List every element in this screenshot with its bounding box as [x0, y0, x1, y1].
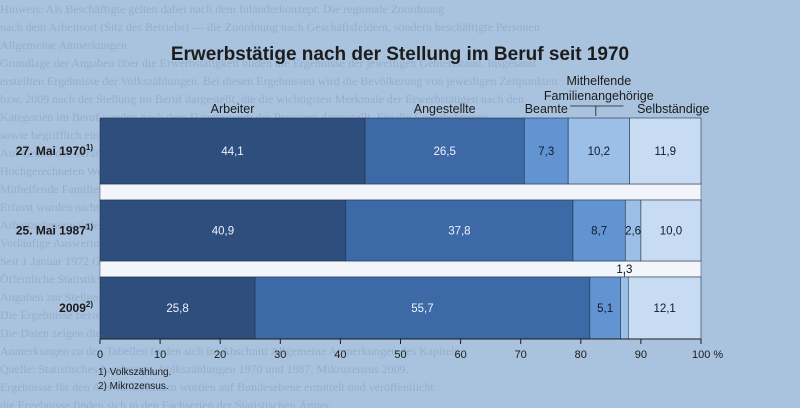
value-label: 10,0: [660, 226, 682, 238]
value-label: 8,7: [591, 226, 607, 238]
value-label: 44,1: [221, 146, 243, 158]
legend-label: Beamte: [525, 102, 568, 116]
value-label: 5,1: [597, 303, 613, 315]
background-text-line: erstellten Ergebnisse der Volkszählungen…: [0, 74, 558, 88]
background-text-line: Ergebnisse für den Auswahlzeitraum wurde…: [0, 380, 437, 394]
bar-segment: [572, 199, 626, 262]
x-tick-label: 50: [394, 349, 406, 361]
value-label: 10,2: [588, 146, 610, 158]
value-label: 1,3: [616, 264, 632, 276]
background-text-line: Quelle: Statistisches Landesamt, Volkszä…: [0, 362, 409, 376]
background-text-line: Hinweis: Als Beschäftigte gelten dabei n…: [0, 2, 445, 16]
value-label: 40,9: [212, 226, 234, 238]
bar-segment: [627, 276, 702, 340]
x-tick-label: 40: [334, 349, 346, 361]
footnote-volkszaehlung: 1) Volkszählung.: [98, 367, 171, 378]
bar-segment: [524, 117, 569, 185]
bar-segment: [629, 117, 702, 185]
row-label: 25. Mai 19871): [16, 223, 94, 238]
value-label: 11,9: [654, 146, 676, 158]
x-tick-label: 100 %: [692, 349, 723, 361]
legend-label: Mithelfende: [567, 74, 632, 88]
background-text-line: die Ergebnisse finden sich in den Fachse…: [0, 398, 332, 408]
value-label: 55,7: [411, 303, 433, 315]
value-label: 26,5: [433, 146, 455, 158]
row-separator: [99, 183, 702, 201]
x-tick-label: 0: [97, 349, 103, 361]
bar-segment: [589, 276, 621, 340]
legend-label: Familienangehörige: [544, 89, 654, 103]
footnote-mikrozensus: 2) Mikrozensus.: [98, 381, 169, 392]
legend-label: Angestellte: [414, 102, 476, 116]
background-text-line: nach dem Arbeitsort (Sitz des Betriebs) …: [0, 20, 540, 34]
x-tick-label: 60: [454, 349, 466, 361]
value-label: 2,6: [625, 226, 641, 238]
row-separator: [99, 260, 702, 278]
legend-label: Selbständige: [637, 102, 709, 116]
x-tick-label: 10: [154, 349, 166, 361]
bar-segment: [99, 199, 347, 262]
background-text-line: Allgemeine Anmerkungen: [0, 38, 127, 52]
value-label: 7,3: [538, 146, 554, 158]
chart-title: Erwerbstätige nach der Stellung im Beruf…: [171, 44, 629, 65]
x-tick-label: 70: [515, 349, 527, 361]
plot-area: 27. Mai 19701) 25. Mai 19871) 20092) 44,1 26…: [16, 117, 702, 340]
background-text-line: bzw. 2009 nach der Stellung im Beruf dar…: [0, 92, 524, 106]
bar-segment: [99, 276, 256, 340]
legend: Arbeiter Angestellte Beamte MithelfendeFami…: [211, 74, 709, 116]
bar-segment: [254, 276, 591, 340]
background-text-line: Grundlage der Angaben über die Erwerbstä…: [0, 56, 536, 70]
value-label: 12,1: [653, 303, 675, 315]
value-label: 37,8: [448, 226, 470, 238]
x-tick-label: 80: [575, 349, 587, 361]
bar-segment: [620, 276, 629, 340]
background-text-line: Anmerkungen zu den Tabellen finden sich …: [0, 344, 463, 358]
bar-segment: [99, 117, 366, 185]
row-label: 27. Mai 19701): [16, 143, 94, 158]
x-tick-label: 20: [214, 349, 226, 361]
x-axis: 0 10 20 30 40 50 60 70 80 90 100 %: [97, 338, 723, 361]
row-label: 20092): [59, 300, 93, 315]
value-label: 25,8: [166, 303, 188, 315]
bar-segment: [345, 199, 574, 262]
x-tick-label: 30: [274, 349, 286, 361]
bar-segment: [640, 199, 702, 262]
bar-segment: [567, 117, 630, 185]
x-tick-label: 90: [635, 349, 647, 361]
legend-label: Arbeiter: [211, 102, 255, 116]
